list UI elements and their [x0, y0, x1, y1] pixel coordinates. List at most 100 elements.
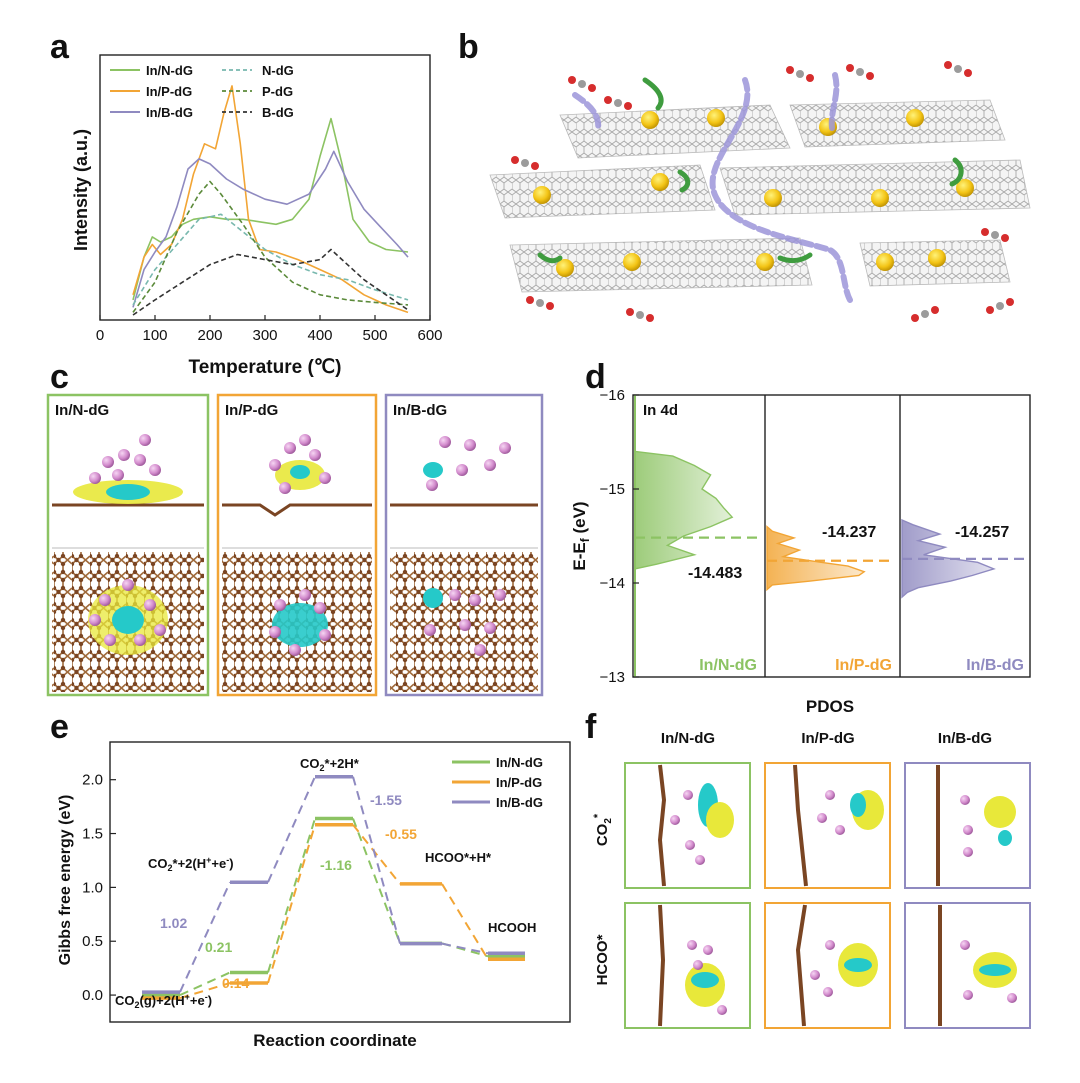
annotation-green-step3: -1.16	[320, 857, 352, 873]
panel-c-frame-in-p-dg: In/P-dG	[216, 393, 378, 697]
graphene-layer-middle	[489, 159, 1031, 219]
panel-letter-c: c	[50, 358, 69, 396]
y-tick-label: 1.5	[82, 826, 103, 843]
panel-f-cell-n-hcoo	[624, 902, 751, 1029]
y-tick-label: −15	[600, 481, 625, 498]
panel-f-cell-p-hcoo	[764, 902, 891, 1029]
panel-c: In/N-dG In/P-dG In/B-dG	[46, 393, 544, 697]
series-line-p-dg	[132, 180, 409, 313]
panel-f-cell-n-co2	[624, 762, 751, 889]
legend-label: In/N-dG	[496, 755, 543, 770]
panel-f-col-title: In/B-dG	[938, 730, 992, 747]
x-tick-label: 100	[142, 327, 167, 344]
d-band-center-label-n: -14.483	[688, 565, 742, 582]
series-line-n-dg	[132, 213, 409, 306]
panel-letter-f: f	[585, 708, 597, 746]
pdos-area-in-p-dg	[766, 525, 866, 592]
state-label-s2: CO2*+2H*	[300, 756, 360, 773]
panel-e-xlabel: Reaction coordinate	[253, 1031, 416, 1050]
energy-connector-in-b-dg	[179, 881, 231, 993]
legend-label: In/B-dG	[496, 795, 543, 810]
panel-d-xlabel: PDOS	[806, 697, 854, 716]
panel-e-ticks: 0.0 0.5 1.0 1.5 2.0	[82, 772, 116, 1004]
annotation-orange-step1: 0.14	[222, 975, 249, 991]
panel-e-series	[142, 774, 525, 1000]
panel-a: 0 100 200 300 400 500 600 Intensity (a.u.) Tem…	[71, 54, 443, 378]
energy-connector-in-n-dg	[352, 818, 401, 944]
diffusion-arrows	[572, 72, 853, 303]
y-tick-label: 1.0	[82, 879, 103, 896]
series-line-in-n-dg	[132, 117, 409, 301]
panel-d-orbital-label: In 4d	[643, 402, 678, 419]
annotation-orange-step3: -0.55	[385, 826, 417, 842]
x-tick-label: 300	[252, 327, 277, 344]
panel-d-ticks: −16 −15 −14 −13	[600, 387, 639, 686]
state-label-s4: HCOOH	[488, 920, 536, 935]
d-band-center-label-p: -14.237	[822, 524, 876, 541]
panel-a-series	[132, 85, 409, 316]
panel-f-cell-b-hcoo	[904, 902, 1031, 1029]
graphene-layer-top	[559, 99, 1006, 159]
series-line-in-b-dg	[132, 150, 409, 308]
panel-f-row-label-hcoo: HCOO*	[594, 934, 611, 985]
energy-connector-in-p-dg	[179, 982, 231, 1000]
panel-letter-d: d	[585, 358, 606, 396]
pdos-area-in-n-dg	[634, 450, 734, 570]
legend-label: N-dG	[262, 63, 294, 78]
panel-e: 0.0 0.5 1.0 1.5 2.0 Gibbs free energy (eV) R…	[57, 741, 571, 1050]
panel-d: −16 −15 −14 −13 In 4d E-Ef (eV) PDOS -14.48…	[570, 387, 1031, 716]
panel-a-legend: In/N-dG In/P-dG In/B-dG N-dG P-dG B-dG	[110, 63, 294, 120]
panel-c-title: In/B-dG	[393, 402, 447, 419]
state-label-s1: CO2*+2(H++e-)	[148, 855, 234, 873]
legend-label: In/P-dG	[496, 775, 542, 790]
x-tick-label: 400	[307, 327, 332, 344]
energy-connector-in-p-dg	[352, 824, 401, 885]
series-line-b-dg	[132, 248, 409, 316]
panel-c-frame-in-b-dg: In/B-dG	[384, 393, 544, 697]
annotation-green-step1: 0.21	[205, 939, 232, 955]
annotation-purple-step3: -1.55	[370, 792, 402, 808]
annotation-purple-step1: 1.02	[160, 915, 187, 931]
y-tick-label: 2.0	[82, 772, 103, 789]
panel-d-series	[634, 395, 1027, 677]
panel-e-legend: In/N-dG In/P-dG In/B-dG	[452, 755, 543, 810]
legend-label: In/P-dG	[146, 84, 192, 99]
panel-f-cell-p-co2	[764, 762, 891, 889]
panel-d-subplot-name: In/B-dG	[966, 657, 1024, 674]
panel-f-col-title: In/N-dG	[661, 730, 715, 747]
panel-c-title: In/N-dG	[55, 402, 109, 419]
energy-connector-in-b-dg	[267, 776, 316, 883]
x-tick-label: 0	[96, 327, 104, 344]
series-line-in-p-dg	[132, 85, 409, 314]
panel-c-title: In/P-dG	[225, 402, 278, 419]
panel-e-frame	[109, 741, 571, 1023]
d-band-center-label-b: -14.257	[955, 524, 1009, 541]
state-label-s0: CO2(g)+2(H++e-)	[115, 992, 212, 1010]
energy-connector-in-n-dg	[179, 971, 231, 996]
panel-c-frame-in-n-dg: In/N-dG	[46, 393, 210, 697]
panel-e-ylabel: Gibbs free energy (eV)	[57, 795, 74, 966]
panel-letter-a: a	[50, 28, 70, 66]
panel-d-frame	[632, 394, 1031, 678]
reaction-arrows	[537, 77, 964, 264]
panel-f-col-title: In/P-dG	[801, 730, 854, 747]
panel-letter-b: b	[458, 28, 479, 66]
panel-a-ylabel: Intensity (a.u.)	[71, 129, 91, 251]
indium-clusters	[533, 109, 974, 277]
panel-a-xlabel: Temperature (℃)	[189, 357, 342, 378]
pdos-area-in-b-dg	[901, 518, 996, 599]
x-tick-label: 200	[197, 327, 222, 344]
x-tick-label: 600	[417, 327, 442, 344]
legend-label: In/N-dG	[146, 63, 193, 78]
panel-b-schematic	[489, 61, 1031, 322]
y-tick-label: −13	[600, 669, 625, 686]
energy-connector-in-b-dg	[441, 942, 489, 955]
panel-a-ticks: 0 100 200 300 400 500 600	[96, 315, 443, 344]
legend-label: In/B-dG	[146, 105, 193, 120]
y-tick-label: 0.0	[82, 987, 103, 1004]
panel-f-row-label-co2: CO2*	[592, 813, 614, 846]
y-tick-label: 0.5	[82, 933, 103, 950]
panel-d-subplot-name: In/P-dG	[835, 657, 892, 674]
legend-label: P-dG	[262, 84, 293, 99]
